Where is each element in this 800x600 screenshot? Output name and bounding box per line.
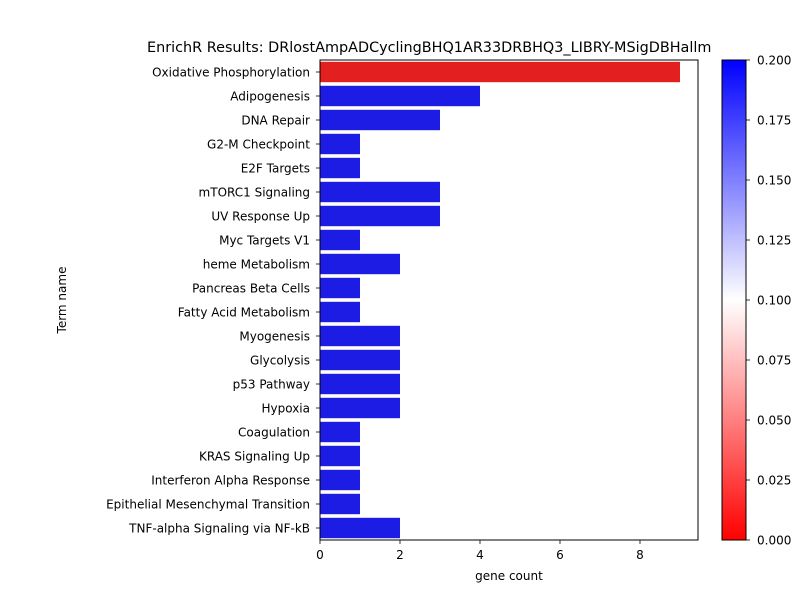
bar-5 xyxy=(320,181,440,203)
colorbar-tick-label: 0.100 xyxy=(757,294,791,308)
y-tick-label: KRAS Signaling Up xyxy=(199,450,310,464)
y-tick-label: Epithelial Mesenchymal Transition xyxy=(106,498,310,512)
bar-11 xyxy=(320,325,400,347)
colorbar xyxy=(721,59,747,541)
bar-14 xyxy=(320,397,400,419)
x-tick-label: 8 xyxy=(636,548,644,562)
bar-7 xyxy=(320,229,360,251)
bar-19 xyxy=(320,517,400,539)
colorbar-tick-label: 0.000 xyxy=(757,534,791,548)
y-tick-label: Myogenesis xyxy=(239,330,310,344)
bar-1 xyxy=(320,85,480,107)
bar-15 xyxy=(320,421,360,443)
colorbar-tick-label: 0.150 xyxy=(757,174,791,188)
y-tick-label: TNF-alpha Signaling via NF-kB xyxy=(128,522,310,536)
y-tick-label: G2-M Checkpoint xyxy=(207,138,310,152)
y-tick-label: Adipogenesis xyxy=(230,90,310,104)
y-tick-label: Pancreas Beta Cells xyxy=(192,282,310,296)
bar-3 xyxy=(320,133,360,155)
y-tick-labels: Oxidative Phosphorylation Adipogenesis DNA… xyxy=(106,66,320,536)
x-tick-label: 0 xyxy=(316,548,324,562)
y-axis-label: Term name xyxy=(55,267,69,335)
colorbar-tick-label: 0.200 xyxy=(757,54,791,68)
bar-9 xyxy=(320,277,360,299)
y-tick-label: Interferon Alpha Response xyxy=(151,474,310,488)
bar-2 xyxy=(320,109,440,131)
y-tick-label: UV Response Up xyxy=(211,210,310,224)
bar-12 xyxy=(320,349,400,371)
colorbar-tick-label: 0.025 xyxy=(757,474,791,488)
y-tick-label: p53 Pathway xyxy=(233,378,310,392)
colorbar-tick-label: 0.050 xyxy=(757,414,791,428)
y-tick-label: DNA Repair xyxy=(241,114,310,128)
colorbar-ticks: 0.000 0.025 0.050 0.075 0.100 0.125 0.150 0.175… xyxy=(746,54,791,548)
bar-8 xyxy=(320,253,400,275)
y-tick-label: heme Metabolism xyxy=(203,258,310,272)
y-tick-label: E2F Targets xyxy=(241,162,310,176)
plot-frame xyxy=(319,59,699,541)
colorbar-tick-label: 0.175 xyxy=(757,114,791,128)
x-tick-label: 6 xyxy=(556,548,564,562)
y-tick-label: Myc Targets V1 xyxy=(219,234,310,248)
bar-10 xyxy=(320,301,360,323)
y-tick-label: Coagulation xyxy=(238,426,310,440)
y-tick-label: mTORC1 Signaling xyxy=(199,186,310,200)
colorbar-tick-label: 0.075 xyxy=(757,354,791,368)
bar-4 xyxy=(320,157,360,179)
x-axis-label: gene count xyxy=(475,569,543,583)
colorbar-tick-label: 0.125 xyxy=(757,234,791,248)
y-tick-label: Hypoxia xyxy=(261,402,310,416)
bar-17 xyxy=(320,469,360,491)
bar-0 xyxy=(320,61,680,83)
bar-6 xyxy=(320,205,440,227)
y-tick-label: Fatty Acid Metabolism xyxy=(178,306,310,320)
bar-16 xyxy=(320,445,360,467)
bars-group xyxy=(320,61,680,539)
x-tick-label: 2 xyxy=(396,548,404,562)
y-tick-label: Oxidative Phosphorylation xyxy=(152,66,310,80)
x-tick-label: 4 xyxy=(476,548,484,562)
y-tick-label: Glycolysis xyxy=(250,354,310,368)
bar-13 xyxy=(320,373,400,395)
x-axis-ticks: 0 2 4 6 8 xyxy=(316,540,644,562)
bar-18 xyxy=(320,493,360,515)
chart-title: EnrichR Results: DRlostAmpADCyclingBHQ1A… xyxy=(147,40,711,56)
